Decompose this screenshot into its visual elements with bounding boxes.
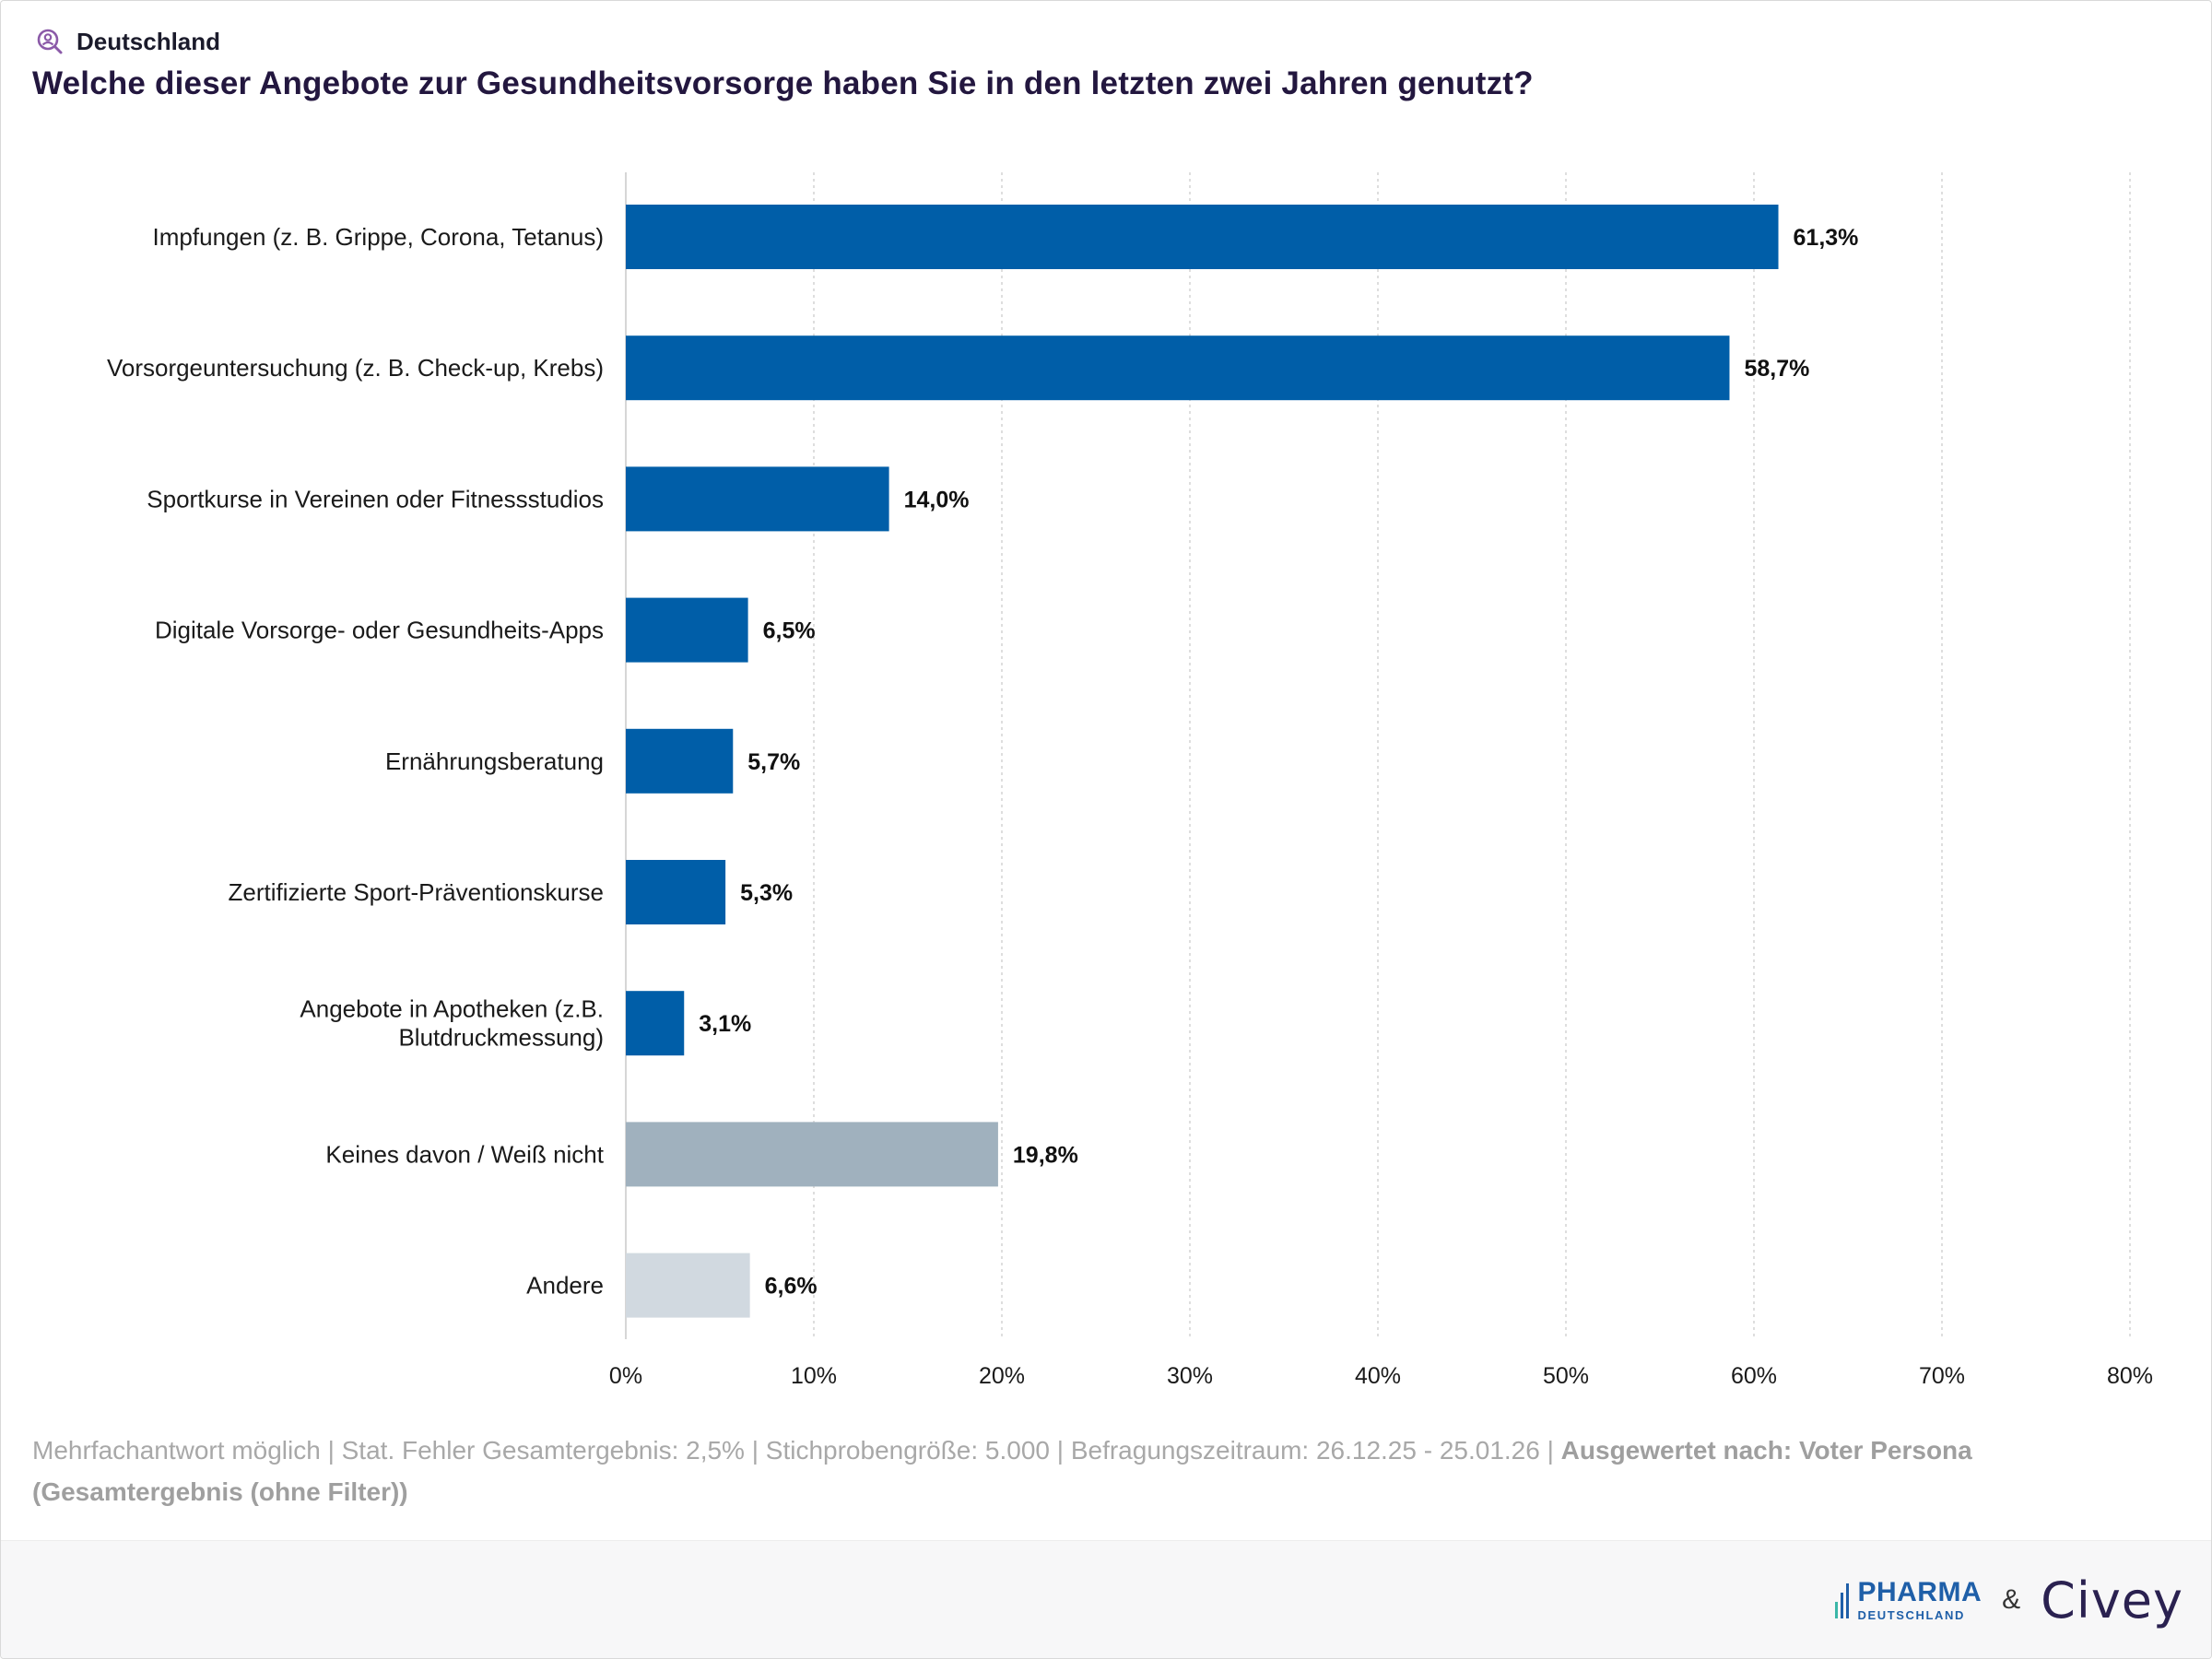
- bar: [626, 1122, 998, 1187]
- x-tick-label: 60%: [1731, 1363, 1777, 1389]
- bar: [626, 597, 748, 663]
- category-label: Angebote in Apotheken (z.B. Blutdruckmess…: [300, 995, 604, 1052]
- x-tick-label: 80%: [2107, 1363, 2153, 1389]
- category-label: Zertifizierte Sport-Präventionskurse: [229, 878, 604, 906]
- x-tick-label: 70%: [1919, 1363, 1965, 1389]
- x-tick-label: 50%: [1543, 1363, 1589, 1389]
- category-label: Digitale Vorsorge- oder Gesundheits-Apps: [155, 617, 604, 644]
- x-tick-label: 20%: [979, 1363, 1025, 1389]
- region-label: Deutschland: [76, 27, 221, 55]
- value-label: 61,3%: [1794, 225, 1859, 251]
- footnote-text: Mehrfachantwort möglich | Stat. Fehler G…: [32, 1436, 1561, 1465]
- deutschland-wordmark: DEUTSCHLAND: [1857, 1608, 1965, 1622]
- category-label: Vorsorgeuntersuchung (z. B. Check-up, Kr…: [107, 354, 604, 382]
- value-label: 6,6%: [765, 1274, 818, 1300]
- bar: [626, 1253, 750, 1318]
- civey-logo: Civey: [2041, 1571, 2183, 1630]
- bar: [626, 205, 1779, 269]
- category-label: Keines davon / Weiß nicht: [325, 1140, 604, 1168]
- value-label: 6,5%: [763, 618, 816, 644]
- value-label: 5,3%: [740, 880, 793, 906]
- value-label: 5,7%: [747, 749, 800, 775]
- bar: [626, 335, 1730, 401]
- category-label: Andere: [526, 1272, 604, 1300]
- footnote: Mehrfachantwort möglich | Stat. Fehler G…: [32, 1430, 2152, 1512]
- labels: 61,3% Impfungen (z. B. Grippe, Corona, Te…: [107, 223, 1858, 1300]
- pharma-deutschland-logo: PHARMA DEUTSCHLAND: [1835, 1579, 1982, 1621]
- value-label: 58,7%: [1744, 356, 1809, 382]
- value-label: 14,0%: [904, 487, 970, 512]
- category-label: Ernährungsberatung: [385, 747, 604, 775]
- brand-row: PHARMA DEUTSCHLAND & Civey: [1835, 1568, 2183, 1632]
- value-label: 3,1%: [699, 1011, 751, 1037]
- region-row: Deutschland: [36, 25, 220, 58]
- category-label: Sportkurse in Vereinen oder Fitnessstudi…: [147, 485, 604, 512]
- bar: [626, 466, 889, 532]
- bar: [626, 860, 726, 924]
- x-tick-label: 10%: [791, 1363, 837, 1389]
- pharma-wordmark: PHARMA: [1857, 1577, 1983, 1607]
- x-tick-label: 30%: [1167, 1363, 1213, 1389]
- bars: [626, 205, 1779, 1318]
- bar: [626, 991, 685, 1056]
- x-tick-label: 40%: [1355, 1363, 1401, 1389]
- value-label: 19,8%: [1013, 1142, 1078, 1168]
- x-tick-label: 0%: [609, 1363, 642, 1389]
- chart-title: Welche dieser Angebote zur Gesundheitsvo…: [32, 65, 1534, 101]
- bar-chart: 61,3% Impfungen (z. B. Grippe, Corona, Te…: [107, 172, 2153, 1389]
- ampersand: &: [2002, 1584, 2021, 1615]
- x-axis: 0% 10% 20% 30% 40% 50% 60% 70% 80%: [609, 1363, 2153, 1389]
- region-person-search-icon: [37, 29, 63, 54]
- bar: [626, 728, 734, 794]
- footnote-bold-text: Ausgewertet nach: Voter Persona (Gesamte…: [32, 1436, 1972, 1506]
- category-label: Impfungen (z. B. Grippe, Corona, Tetanus…: [153, 223, 604, 251]
- pharma-bars-icon: [1835, 1583, 1850, 1618]
